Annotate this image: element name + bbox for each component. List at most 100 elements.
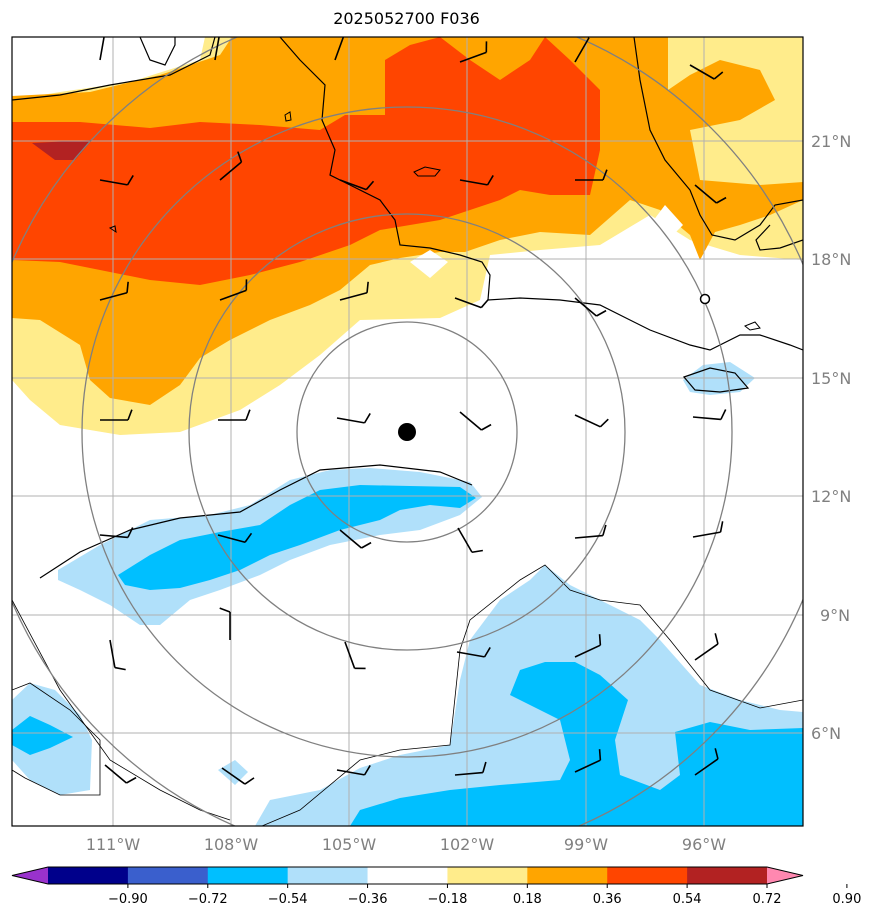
colorbar-extend-max bbox=[767, 867, 803, 884]
wind-barb-flag bbox=[219, 607, 231, 613]
colorbar-tick-label: −0.18 bbox=[428, 892, 468, 907]
colorbar-segment bbox=[447, 867, 528, 884]
wind-barb-shaft bbox=[574, 37, 590, 63]
wind-barb-shaft bbox=[574, 759, 601, 773]
wind-barb-flag bbox=[720, 409, 727, 420]
colorbar-outline bbox=[11, 866, 804, 885]
south-contour bbox=[12, 682, 101, 796]
colorbar-tick-label: 0.54 bbox=[673, 892, 702, 907]
lon-label: 99°W bbox=[564, 835, 608, 854]
wind-barb-flag bbox=[716, 196, 727, 204]
range-ring-2 bbox=[188, 213, 626, 651]
wind-barb-shaft bbox=[689, 64, 715, 80]
colorbar-tick-label: 0.18 bbox=[513, 892, 542, 907]
wind-barb-flag bbox=[237, 151, 243, 163]
wind-barb-flag bbox=[714, 748, 719, 760]
colorbar-tick-label: −0.90 bbox=[108, 892, 148, 907]
shade-blue-west bbox=[12, 716, 73, 755]
wind-barb-shaft bbox=[339, 529, 362, 549]
wind-barb-flag bbox=[481, 423, 492, 431]
shade-blue-band bbox=[118, 485, 476, 590]
wind-barb-shaft bbox=[574, 297, 597, 317]
wind-barb-shaft bbox=[692, 416, 721, 421]
wind-barb-shaft bbox=[459, 411, 482, 431]
island-2 bbox=[284, 111, 292, 122]
storm-center-marker bbox=[398, 423, 416, 441]
lat-label: 6°N bbox=[811, 724, 841, 743]
wind-barb-flag bbox=[363, 765, 371, 776]
colorbar-tick-label: −0.36 bbox=[348, 892, 388, 907]
range-rings bbox=[12, 37, 803, 826]
pacific-south-contour bbox=[39, 464, 473, 579]
wind-barb-flag bbox=[714, 633, 719, 645]
wind-barb-shaft bbox=[344, 641, 356, 669]
colorbar-segment bbox=[127, 867, 209, 884]
wind-barb-flag bbox=[114, 666, 126, 671]
colorbar-tick-label: 0.72 bbox=[753, 892, 782, 907]
wind-barb-flag bbox=[95, 27, 104, 33]
range-ring-3 bbox=[81, 106, 733, 758]
longitude-labels: 111°W 108°W 105°W 102°W 99°W 96°W bbox=[86, 835, 726, 854]
pacific-coast-north bbox=[12, 37, 216, 101]
colorbar-segment bbox=[687, 867, 768, 884]
wind-barb-shaft bbox=[221, 767, 246, 785]
wind-barb-flag bbox=[366, 281, 369, 293]
colorbar-segment bbox=[287, 867, 369, 884]
lon-label: 108°W bbox=[204, 835, 259, 854]
plot-frame bbox=[11, 36, 804, 827]
latitude-labels: 21°N 18°N 15°N 12°N 9°N 6°N bbox=[811, 132, 851, 743]
wind-barb-shaft bbox=[574, 534, 603, 539]
wind-barb-flag bbox=[480, 298, 490, 309]
wind-barb-flag bbox=[336, 27, 344, 34]
wind-barb-flag bbox=[365, 180, 375, 191]
wind-barb-flag bbox=[486, 175, 494, 186]
wind-barb-shaft bbox=[99, 534, 128, 539]
wind-barb-shaft bbox=[219, 289, 247, 301]
wind-barb-flag bbox=[363, 413, 371, 424]
wind-barb-shaft bbox=[109, 639, 116, 668]
wind-barb-shaft bbox=[574, 644, 601, 658]
wind-barb-flag bbox=[210, 27, 219, 33]
wind-barb-flag bbox=[244, 532, 253, 543]
colorbar-tick-label: −0.54 bbox=[268, 892, 308, 907]
wind-barb-shaft bbox=[99, 291, 128, 301]
shade-hole-1 bbox=[410, 250, 448, 278]
colorbar-segment bbox=[367, 867, 448, 884]
wind-barb-flag bbox=[598, 749, 602, 761]
wind-barb-flag bbox=[471, 549, 483, 554]
wind-barb-flag bbox=[126, 281, 129, 293]
baja-tip bbox=[139, 37, 176, 66]
wind-barb-shaft bbox=[456, 651, 485, 658]
range-ring-1 bbox=[296, 321, 518, 543]
colorbar-tick-label: 0.90 bbox=[832, 892, 861, 907]
southern-big-contour bbox=[261, 564, 803, 826]
wind-barb-flag bbox=[482, 761, 487, 773]
wind-barb-flag bbox=[245, 409, 251, 421]
wind-barb-shaft bbox=[694, 643, 719, 661]
wind-barb-flag bbox=[244, 777, 255, 785]
shade-darkred bbox=[32, 140, 92, 160]
lat-label: 21°N bbox=[811, 132, 851, 151]
wind-barb-flag bbox=[719, 521, 724, 533]
colorbar-segment bbox=[527, 867, 608, 884]
lat-label: 9°N bbox=[820, 606, 850, 625]
lon-label: 96°W bbox=[682, 835, 726, 854]
negative-shading bbox=[12, 362, 803, 826]
colorbar-extend-min bbox=[12, 867, 48, 884]
wind-barb-shaft bbox=[457, 527, 473, 553]
wind-barb-shaft bbox=[339, 179, 367, 191]
wind-barb-flag bbox=[126, 776, 137, 784]
shade-blue-south-1 bbox=[350, 662, 803, 826]
shade-orangered bbox=[12, 37, 600, 285]
lon-label: 105°W bbox=[322, 835, 377, 854]
wind-barb-shaft bbox=[336, 769, 365, 776]
east-island bbox=[682, 367, 750, 393]
lat-label: 12°N bbox=[811, 487, 851, 506]
wind-barb-shaft bbox=[454, 297, 482, 309]
wind-barb-shaft bbox=[692, 531, 721, 538]
colorbar-segment bbox=[207, 867, 289, 884]
wind-barb-shaft bbox=[336, 417, 365, 424]
wind-barb-flag bbox=[598, 634, 602, 646]
wind-barb-flag bbox=[602, 169, 608, 181]
wind-barb-shaft bbox=[339, 291, 368, 301]
